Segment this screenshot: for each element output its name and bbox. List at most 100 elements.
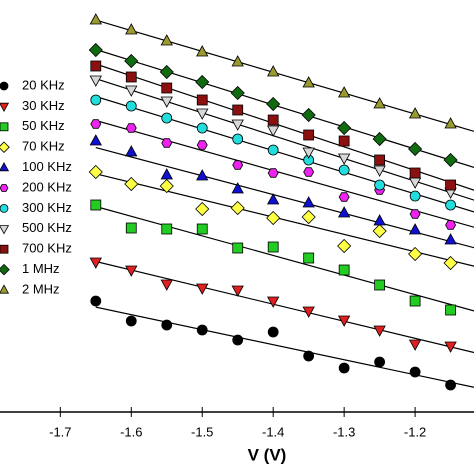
data-point	[124, 176, 139, 192]
data-point	[408, 246, 423, 262]
legend-label: 500 KHz	[22, 220, 72, 235]
x-axis-label: V (V)	[248, 445, 287, 464]
data-point	[303, 167, 315, 177]
data-point	[373, 97, 386, 109]
data-point	[337, 120, 352, 136]
data-point	[196, 223, 208, 235]
x-tick-label: -1.3	[333, 424, 355, 439]
data-point	[408, 141, 423, 157]
x-tick-label: -1.7	[49, 424, 71, 439]
data-point	[231, 182, 244, 194]
legend-marker	[0, 225, 10, 235]
data-point	[125, 123, 137, 133]
data-point	[125, 71, 137, 83]
data-point	[444, 341, 457, 353]
data-point	[374, 356, 386, 368]
data-point	[161, 138, 173, 148]
data-point	[444, 117, 457, 129]
data-point	[445, 199, 456, 211]
data-point	[337, 238, 352, 254]
data-point	[90, 119, 102, 129]
data-point	[409, 167, 421, 179]
data-point	[445, 304, 456, 316]
data-point	[267, 125, 280, 137]
data-point	[90, 94, 102, 106]
legend-marker	[0, 204, 9, 213]
legend-label: 50 KHz	[22, 118, 65, 133]
data-point	[303, 252, 315, 264]
data-point	[338, 362, 350, 374]
x-tick-label: -1.6	[120, 424, 142, 439]
data-point	[338, 264, 350, 276]
data-point	[88, 42, 103, 58]
fit-line	[95, 119, 474, 228]
legend-label: 700 KHz	[22, 241, 72, 256]
data-point	[89, 134, 102, 146]
data-point	[443, 152, 458, 168]
legend-marker	[0, 161, 10, 172]
data-point	[409, 190, 421, 202]
data-point	[267, 114, 279, 126]
data-point	[125, 100, 137, 112]
data-point	[267, 65, 280, 77]
data-point	[232, 133, 244, 145]
fit-line	[95, 260, 474, 354]
data-point	[373, 325, 386, 337]
data-point	[374, 154, 386, 166]
data-point	[161, 319, 173, 331]
data-point	[160, 34, 173, 46]
legend-marker	[0, 81, 9, 91]
data-point	[196, 108, 209, 120]
legend-marker	[0, 244, 9, 254]
legend-label: 1 MHz	[22, 261, 60, 276]
data-point	[232, 334, 244, 346]
data-point	[90, 199, 102, 211]
data-point	[409, 366, 421, 378]
data-point	[89, 75, 102, 87]
data-point	[408, 107, 422, 119]
legend-label: 200 KHz	[22, 179, 72, 194]
data-point	[196, 140, 208, 150]
legend-label: 70 KHz	[22, 139, 65, 154]
legend-marker	[0, 141, 10, 153]
data-point	[267, 296, 280, 308]
data-point	[301, 107, 316, 123]
legend-label: 20 KHz	[22, 77, 65, 92]
x-tick-label: -1.4	[262, 424, 284, 439]
data-point	[372, 223, 387, 239]
data-point	[195, 74, 210, 90]
data-point	[196, 324, 208, 336]
data-point	[161, 82, 173, 94]
data-point	[337, 153, 351, 165]
data-point	[125, 315, 137, 327]
data-point	[267, 168, 279, 178]
data-point	[409, 209, 421, 219]
data-point	[160, 279, 173, 291]
data-point	[374, 279, 386, 291]
data-point	[125, 85, 138, 97]
data-point	[303, 129, 315, 141]
data-point	[196, 122, 208, 134]
data-point	[90, 60, 102, 72]
legend-marker	[0, 184, 9, 192]
data-point	[303, 350, 315, 362]
fit-line	[95, 19, 474, 132]
data-point	[88, 164, 103, 180]
data-point	[125, 222, 137, 234]
data-point	[443, 255, 458, 271]
data-point	[232, 104, 244, 116]
data-point	[302, 147, 315, 159]
data-point	[302, 306, 315, 318]
data-point	[302, 196, 315, 208]
data-point	[161, 112, 173, 124]
legend-label: 30 KHz	[22, 98, 65, 113]
data-point	[338, 192, 350, 202]
data-point	[408, 223, 422, 235]
legend-label: 2 MHz	[22, 281, 60, 296]
data-point	[160, 96, 173, 108]
data-point	[373, 214, 386, 226]
x-tick-label: -1.2	[404, 424, 426, 439]
data-point	[445, 179, 456, 191]
data-point	[196, 94, 208, 106]
data-point	[445, 220, 457, 230]
